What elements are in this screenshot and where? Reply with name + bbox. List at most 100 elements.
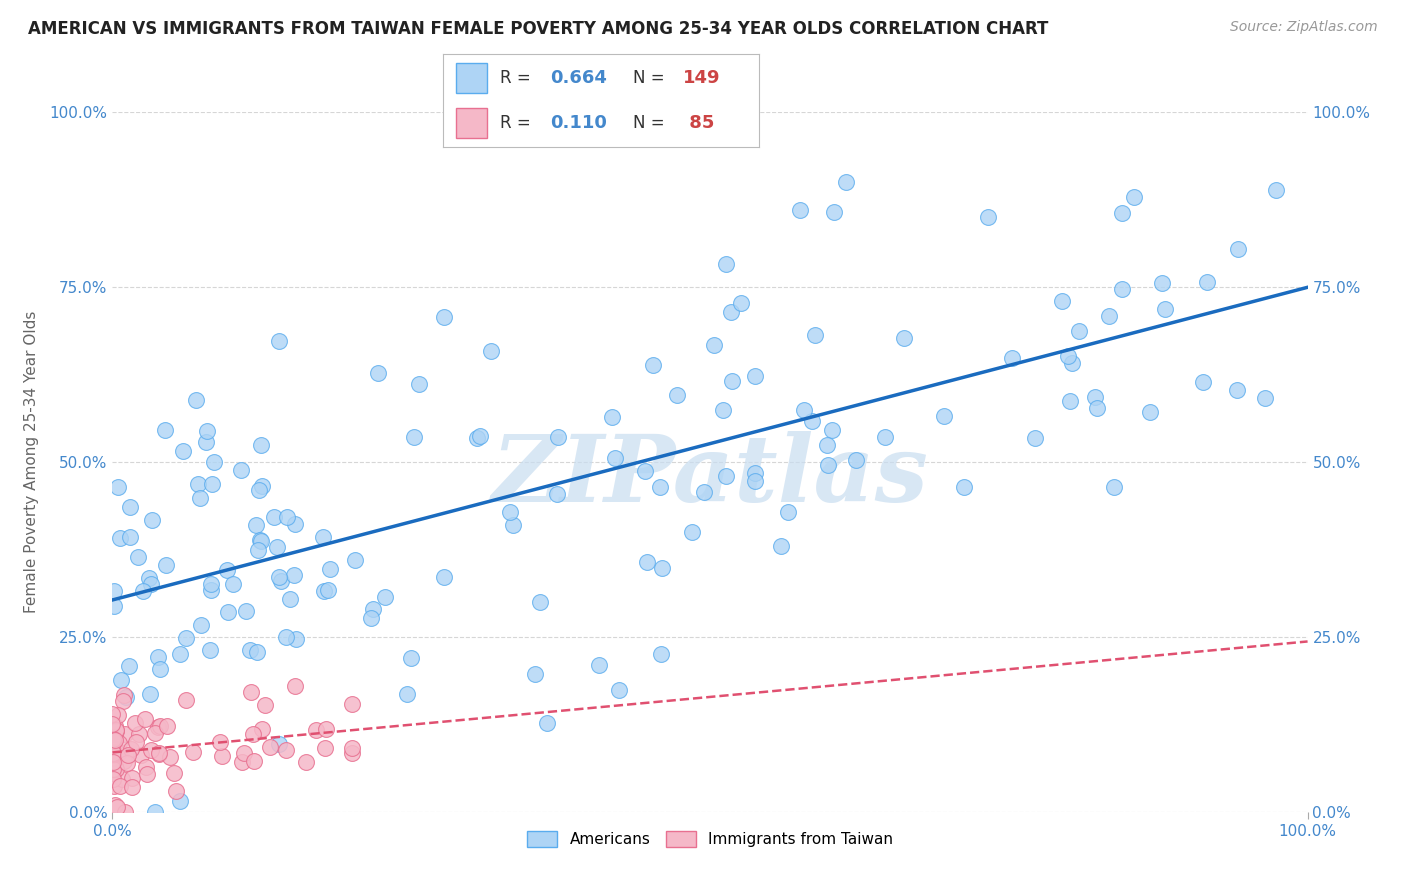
Point	[200, 577, 222, 591]
Point	[665, 388, 688, 402]
Point	[873, 430, 896, 444]
Text: Source: ZipAtlas.com: Source: ZipAtlas.com	[1230, 20, 1378, 34]
Point	[953, 480, 976, 494]
Text: 0.110: 0.110	[550, 114, 607, 132]
Point	[101, 731, 124, 746]
Point	[101, 763, 124, 777]
Point	[340, 740, 363, 755]
Text: R =: R =	[501, 69, 530, 87]
Point	[396, 687, 419, 701]
Point	[104, 723, 127, 737]
Point	[104, 719, 127, 733]
Point	[217, 606, 239, 620]
Point	[250, 534, 273, 549]
Point	[314, 740, 336, 755]
Point	[148, 746, 170, 760]
Point	[524, 666, 547, 681]
Point	[343, 553, 366, 567]
Point	[195, 425, 218, 439]
Point	[235, 604, 257, 618]
Point	[643, 358, 665, 372]
Point	[249, 533, 271, 548]
Point	[101, 747, 124, 762]
Point	[283, 568, 305, 582]
Point	[172, 444, 194, 458]
Point	[1264, 183, 1286, 197]
Point	[138, 571, 160, 585]
Point	[259, 740, 281, 755]
Point	[103, 742, 125, 756]
Point	[149, 662, 172, 676]
Point	[101, 765, 124, 780]
Point	[1111, 282, 1133, 296]
Point	[118, 530, 141, 544]
Point	[117, 756, 139, 771]
Point	[1111, 206, 1133, 220]
Point	[246, 645, 269, 659]
Point	[174, 631, 197, 645]
Point	[101, 741, 124, 756]
Point	[118, 659, 141, 673]
Point	[468, 428, 491, 442]
Point	[103, 779, 125, 793]
Point	[111, 694, 134, 708]
Point	[202, 455, 225, 469]
Point	[247, 543, 270, 558]
Point	[108, 736, 131, 750]
Point	[136, 767, 159, 781]
Point	[340, 697, 363, 711]
Point	[720, 305, 742, 319]
Point	[367, 366, 389, 380]
Legend: Americans, Immigrants from Taiwan: Americans, Immigrants from Taiwan	[520, 825, 900, 853]
Point	[188, 491, 211, 506]
Point	[139, 687, 162, 701]
Point	[932, 409, 955, 423]
Point	[169, 794, 191, 808]
Point	[607, 683, 630, 698]
Point	[114, 755, 136, 769]
Point	[101, 717, 124, 731]
Point	[103, 757, 125, 772]
Point	[634, 464, 657, 478]
Point	[730, 296, 752, 310]
Point	[115, 690, 138, 705]
Point	[588, 657, 610, 672]
Point	[703, 338, 725, 352]
Point	[143, 725, 166, 739]
Point	[101, 772, 124, 787]
Point	[101, 731, 124, 746]
Point	[105, 799, 128, 814]
Point	[789, 203, 811, 218]
Bar	[456, 108, 486, 138]
Point	[107, 708, 129, 723]
Point	[1001, 351, 1024, 365]
Point	[374, 591, 396, 605]
Point	[124, 716, 146, 731]
Point	[817, 458, 839, 472]
Point	[139, 577, 162, 591]
Point	[156, 719, 179, 733]
Point	[1123, 190, 1146, 204]
Point	[835, 174, 858, 188]
Point	[1060, 356, 1083, 370]
Point	[143, 805, 166, 819]
Point	[250, 479, 273, 493]
Point	[744, 466, 766, 480]
Point	[101, 707, 124, 722]
Point	[101, 755, 124, 769]
Point	[165, 784, 187, 798]
Point	[101, 736, 124, 750]
Point	[499, 505, 522, 519]
Point	[270, 574, 292, 589]
Point	[547, 430, 569, 444]
Point	[744, 474, 766, 488]
Point	[821, 423, 844, 437]
Text: N =: N =	[633, 114, 664, 132]
Point	[312, 530, 335, 544]
Text: AMERICAN VS IMMIGRANTS FROM TAIWAN FEMALE POVERTY AMONG 25-34 YEAR OLDS CORRELAT: AMERICAN VS IMMIGRANTS FROM TAIWAN FEMAL…	[28, 20, 1049, 37]
Point	[721, 374, 744, 388]
Text: 0.664: 0.664	[550, 69, 607, 87]
Point	[1226, 383, 1249, 397]
Point	[128, 726, 150, 740]
Bar	[456, 63, 486, 93]
